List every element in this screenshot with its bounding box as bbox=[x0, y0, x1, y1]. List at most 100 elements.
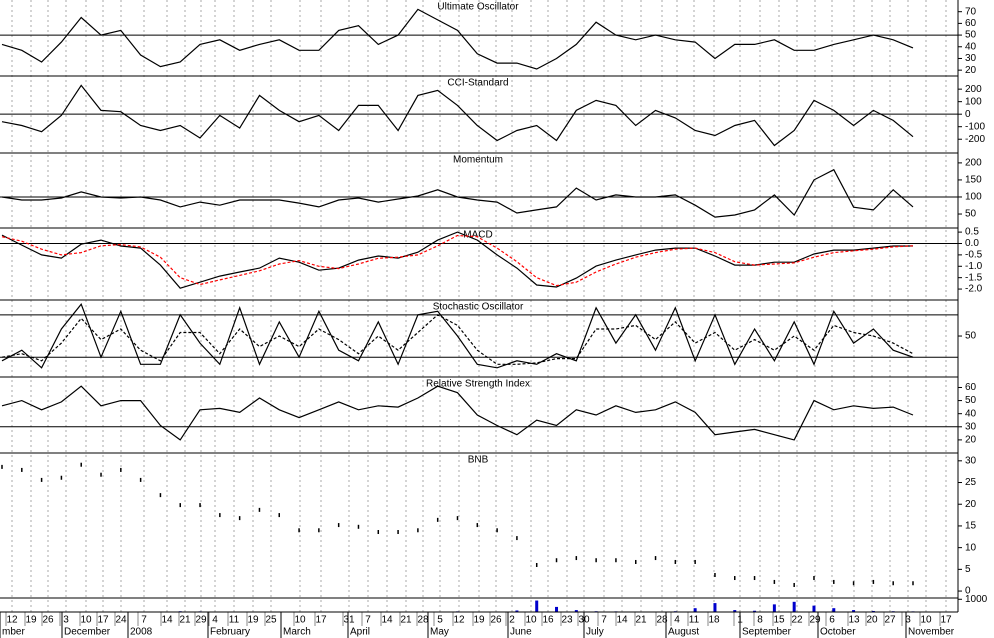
x-tick-label: 21 bbox=[400, 615, 412, 626]
y-tick-label: 40 bbox=[965, 41, 977, 52]
x-tick-label: 12 bbox=[6, 615, 18, 626]
x-tick-label: 8 bbox=[757, 615, 763, 626]
x-tick-label: 14 bbox=[381, 615, 393, 626]
x-tick-label: 19 bbox=[247, 615, 259, 626]
month-label: August bbox=[668, 627, 699, 638]
volume-bar bbox=[832, 608, 836, 612]
x-tick-label: 10 bbox=[294, 615, 306, 626]
y-tick-label: 200 bbox=[965, 84, 982, 95]
y-tick-label: 20 bbox=[965, 499, 977, 510]
y-tick-label: 1000 bbox=[965, 594, 988, 605]
x-tick-label: 21 bbox=[179, 615, 191, 626]
x-tick-label: 26 bbox=[42, 615, 54, 626]
y-tick-label: 150 bbox=[965, 175, 982, 186]
indicator-line bbox=[1, 8, 914, 70]
volume-bar bbox=[713, 603, 717, 612]
x-tick-label: 6 bbox=[829, 615, 835, 626]
month-label: September bbox=[742, 627, 792, 638]
x-tick-label: 10 bbox=[920, 615, 932, 626]
y-tick-label: -0.5 bbox=[965, 250, 983, 261]
volume-bar bbox=[693, 608, 697, 612]
indicator-line bbox=[1, 168, 914, 218]
y-tick-label: 30 bbox=[965, 455, 977, 466]
y-tick-label: -1.5 bbox=[965, 272, 983, 283]
x-tick-label: 26 bbox=[490, 615, 502, 626]
y-tick-label: 10 bbox=[965, 542, 977, 553]
y-tick-label: 70 bbox=[965, 6, 977, 17]
x-tick-label: 4 bbox=[212, 615, 218, 626]
x-tick-label: 27 bbox=[884, 615, 896, 626]
month-label: March bbox=[283, 627, 311, 638]
panel-title: Relative Strength Index bbox=[426, 379, 530, 390]
volume-bar bbox=[555, 606, 559, 612]
x-tick-label: 17 bbox=[940, 615, 952, 626]
y-tick-label: 20 bbox=[965, 65, 977, 76]
volume-bar bbox=[852, 610, 856, 612]
x-tick-label: 3 bbox=[63, 615, 69, 626]
panel-title: Momentum bbox=[453, 155, 503, 166]
x-tick-label: 28 bbox=[656, 615, 668, 626]
month-label: June bbox=[510, 627, 532, 638]
x-tick-label: 24 bbox=[115, 615, 127, 626]
y-tick-label: 200 bbox=[965, 158, 982, 169]
panel-title: BNB bbox=[468, 455, 489, 466]
y-tick-label: -100 bbox=[965, 121, 985, 132]
y-tick-label: 60 bbox=[965, 382, 977, 393]
x-tick-label: 14 bbox=[161, 615, 173, 626]
panel-title: MACD bbox=[463, 230, 492, 241]
y-tick-label: 0.5 bbox=[965, 227, 979, 238]
x-tick-label: 4 bbox=[674, 615, 680, 626]
y-tick-label: 30 bbox=[965, 421, 977, 432]
indicator-line bbox=[1, 385, 914, 441]
x-tick-label: 16 bbox=[542, 615, 554, 626]
y-tick-label: 20 bbox=[965, 435, 977, 446]
panel-title: CCI-Standard bbox=[447, 78, 508, 89]
x-tick-label: 28 bbox=[417, 615, 429, 626]
x-tick-label: 11 bbox=[229, 615, 240, 626]
x-tick-label: 7 bbox=[141, 615, 147, 626]
volume-bar bbox=[733, 610, 737, 612]
x-tick-label: 15 bbox=[773, 615, 785, 626]
y-tick-label: 50 bbox=[965, 395, 977, 406]
x-tick-label: 31 bbox=[343, 615, 355, 626]
month-label: November bbox=[908, 627, 955, 638]
x-tick-label: 14 bbox=[616, 615, 628, 626]
y-tick-label: -1.0 bbox=[965, 261, 983, 272]
x-tick-label: 13 bbox=[848, 615, 860, 626]
y-tick-label: 50 bbox=[965, 331, 977, 342]
x-tick-label: 7 bbox=[365, 615, 371, 626]
month-label: December bbox=[64, 627, 111, 638]
x-tick-label: 25 bbox=[265, 615, 277, 626]
x-tick-label: 11 bbox=[689, 615, 700, 626]
volume-bar bbox=[753, 610, 757, 612]
x-tick-label: 12 bbox=[453, 615, 465, 626]
x-tick-label: 20 bbox=[866, 615, 878, 626]
volume-bar bbox=[515, 610, 519, 612]
volume-bar bbox=[792, 601, 796, 612]
x-tick-label: 23 bbox=[561, 615, 573, 626]
month-label: May bbox=[430, 627, 449, 638]
panel-title: Stochastic Oscillator bbox=[433, 302, 524, 313]
volume-bar bbox=[574, 610, 578, 612]
y-tick-label: 50 bbox=[965, 30, 977, 41]
indicator-line bbox=[1, 231, 913, 289]
y-tick-label: 100 bbox=[965, 192, 982, 203]
x-tick-label: 10 bbox=[80, 615, 92, 626]
volume-bar bbox=[535, 600, 539, 612]
indicator-line bbox=[1, 234, 914, 287]
y-tick-label: -2.0 bbox=[965, 284, 983, 295]
y-tick-label: 30 bbox=[965, 53, 977, 64]
x-tick-label: 10 bbox=[525, 615, 537, 626]
panel-title: Ultimate Oscillator bbox=[437, 2, 519, 13]
x-tick-label: 29 bbox=[809, 615, 821, 626]
volume-bar bbox=[812, 605, 816, 612]
y-tick-label: 0.0 bbox=[965, 238, 979, 249]
x-tick-label: 2 bbox=[509, 615, 515, 626]
x-tick-label: 22 bbox=[791, 615, 803, 626]
y-tick-label: -200 bbox=[965, 134, 985, 145]
x-tick-label: 18 bbox=[708, 615, 720, 626]
x-tick-label: 19 bbox=[25, 615, 37, 626]
indicator-line bbox=[1, 302, 914, 369]
